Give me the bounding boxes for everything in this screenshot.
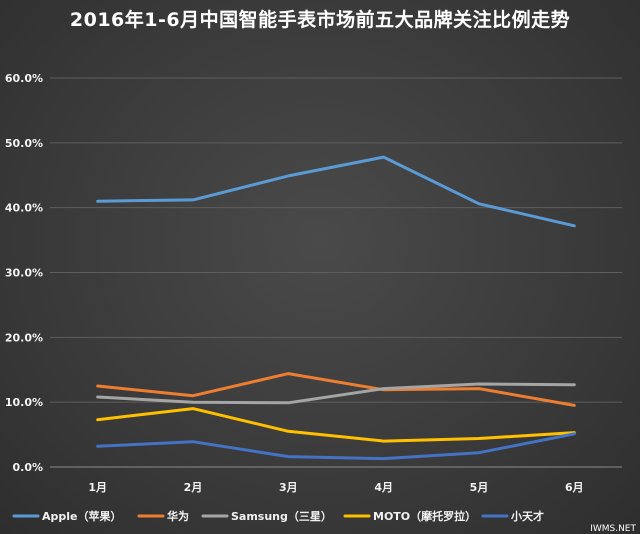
x-tick-label: 5月 (470, 481, 489, 494)
x-tick-label: 6月 (565, 481, 584, 494)
series-line (96, 407, 576, 443)
y-tick-label: 50.0% (5, 137, 43, 150)
x-tick-label: 3月 (279, 481, 298, 494)
y-tick-label: 30.0% (5, 267, 43, 280)
legend-label: MOTO（摩托罗拉） (373, 509, 476, 523)
y-tick-label: 60.0% (5, 72, 43, 85)
legend-label: Apple（苹果） (42, 509, 122, 523)
legend-label: 华为 (167, 509, 189, 523)
legend-label: Samsung（三星） (231, 510, 332, 523)
legend-label: 小天才 (510, 509, 544, 523)
series-line (96, 382, 576, 405)
series-line (96, 155, 576, 228)
y-tick-label: 20.0% (5, 331, 43, 344)
x-tick-label: 1月 (88, 481, 107, 494)
y-tick-label: 10.0% (5, 396, 43, 409)
series-line (96, 372, 576, 407)
x-tick-label: 4月 (374, 481, 393, 494)
chart-title: 2016年1-6月中国智能手表市场前五大品牌关注比例走势 (69, 9, 571, 31)
series-line (96, 432, 576, 461)
y-tick-label: 40.0% (5, 202, 43, 215)
watermark-text: IWMS.NET (590, 524, 636, 534)
x-tick-label: 2月 (184, 481, 203, 494)
y-tick-label: 0.0% (12, 461, 43, 474)
